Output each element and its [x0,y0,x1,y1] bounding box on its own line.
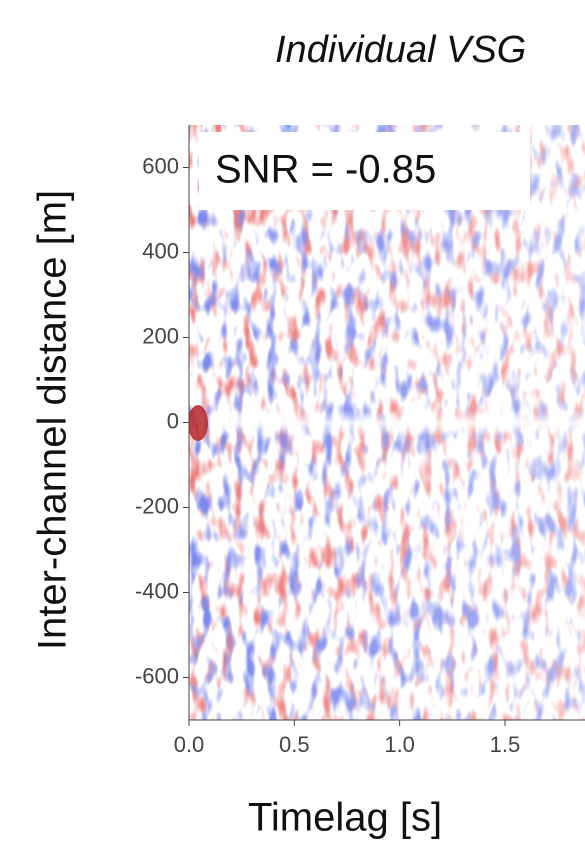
heatmap-image [189,125,585,720]
y-tick-label: 600 [142,153,179,178]
annotation-box [199,132,530,210]
x-tick-label: 0.0 [174,732,205,757]
y-tick-label: 400 [142,238,179,263]
x-tick-label: 1.0 [384,732,415,757]
y-tick-label: 200 [142,323,179,348]
y-tick-label: -200 [135,493,179,518]
y-tick-label: 0 [167,408,179,433]
y-tick-label: -400 [135,578,179,603]
annotation: SNR = -0.85 [215,148,436,192]
x-axis-label: Timelag [s] [248,796,442,840]
x-tick-label: 0.5 [279,732,310,757]
x-tick-label: 1.5 [490,732,521,757]
y-axis-label: Inter-channel distance [m] [31,190,75,650]
y-tick-label: -600 [135,663,179,688]
chart-title: Individual VSG [275,29,526,71]
